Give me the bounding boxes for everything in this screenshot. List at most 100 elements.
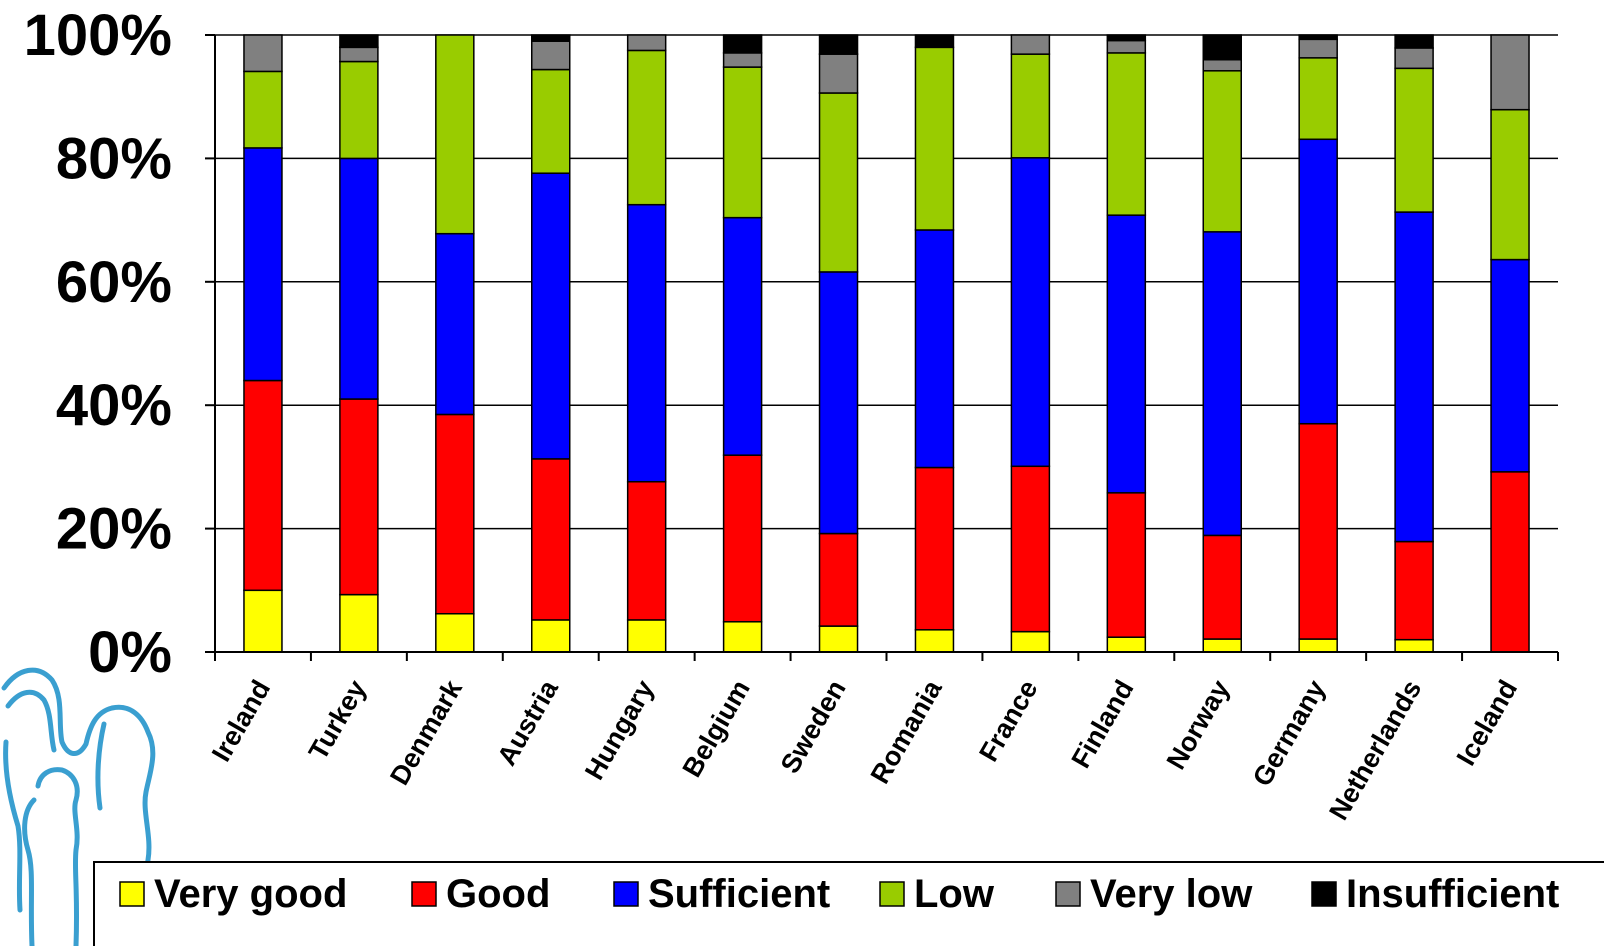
x-tick-label: Austria — [491, 674, 564, 770]
bar-segment — [1394, 540, 1434, 641]
bar-segment — [818, 271, 859, 535]
bar-segment — [1298, 638, 1338, 653]
bar-segment — [914, 629, 955, 653]
bar-segment — [1106, 34, 1147, 42]
bar-segment — [1490, 258, 1530, 473]
y-tick-label: 20% — [56, 497, 172, 562]
bar-segment — [1490, 471, 1530, 653]
bar-segment — [626, 619, 667, 653]
legend-swatch — [613, 881, 639, 907]
bar-segment — [1394, 34, 1434, 49]
legend-label: Good — [446, 872, 550, 916]
bar-segment — [1394, 47, 1434, 70]
x-tick-label: Belgium — [677, 675, 756, 782]
x-tick-label: Netherlands — [1323, 675, 1427, 825]
legend-label: Low — [914, 872, 995, 916]
bar-segment — [1298, 34, 1338, 41]
x-tick-label: Ireland — [206, 675, 276, 767]
legend-swatch — [119, 881, 145, 907]
bar-segment — [914, 34, 955, 49]
bar-segment — [243, 147, 283, 382]
bar-segment — [1106, 39, 1147, 54]
legend-box — [93, 861, 1604, 946]
legend-label: Insufficient — [1346, 872, 1559, 916]
bar-segment — [243, 34, 283, 73]
bar-segment — [531, 68, 571, 174]
bar-segment — [1202, 231, 1242, 537]
bar-segment — [818, 34, 859, 55]
axes — [205, 34, 1559, 661]
bar-segment — [1010, 465, 1051, 633]
y-tick-label: 40% — [56, 373, 172, 438]
bar-segment — [722, 34, 763, 54]
y-tick-label: 60% — [56, 250, 172, 315]
bar-segment — [531, 34, 571, 42]
bar-segment — [339, 593, 379, 653]
bar-segment — [339, 398, 379, 596]
bar-segment — [1298, 38, 1338, 59]
bar-segment — [722, 52, 763, 68]
bar-segment — [818, 53, 859, 94]
bar-segment — [722, 621, 763, 653]
bar-segment — [626, 49, 667, 206]
y-tick-label: 0% — [88, 620, 172, 685]
bar-segment — [818, 532, 859, 627]
bar-segment — [531, 619, 571, 653]
bar-segment — [626, 480, 667, 621]
bar-segment — [435, 612, 475, 653]
x-tick-label: Sweden — [775, 675, 852, 778]
bar-segment — [1202, 58, 1242, 72]
bar-segment — [435, 232, 475, 416]
legend-label: Very good — [154, 872, 347, 916]
bar-segment — [243, 589, 283, 653]
legend-label: Very low — [1090, 872, 1253, 916]
gridlines — [215, 34, 1558, 530]
bar-segment — [1490, 34, 1530, 111]
x-tick-label: Finland — [1066, 675, 1140, 773]
bar-segment — [722, 66, 763, 219]
x-tick-label: Germany — [1247, 675, 1332, 791]
x-tick-label: Hungary — [579, 675, 660, 785]
bar-segment — [1202, 34, 1242, 61]
bar-segment — [1202, 638, 1242, 653]
x-tick-label: Norway — [1161, 675, 1236, 774]
bar-segment — [626, 203, 667, 483]
y-tick-label: 100% — [24, 3, 172, 68]
bar-segment — [1010, 34, 1051, 55]
bar-segment — [626, 34, 667, 52]
bar-segment — [1106, 492, 1147, 638]
bar-segment — [818, 625, 859, 653]
bar-segment — [1106, 636, 1147, 653]
legend-swatch — [411, 881, 437, 907]
bar-segment — [1106, 52, 1147, 216]
bar-segment — [339, 34, 379, 49]
bar-segment — [722, 216, 763, 456]
bar-segment — [818, 92, 859, 273]
x-tick-label: Iceland — [1451, 675, 1524, 771]
bar-segment — [1298, 138, 1338, 425]
bar-segment — [1298, 57, 1338, 141]
legend: Very good Good Sufficient Low Very low Insuff… — [93, 861, 1604, 946]
legend-label: Sufficient — [648, 872, 830, 916]
legend-swatch — [1311, 881, 1337, 907]
bar-segment — [435, 413, 475, 615]
bar-segment — [1106, 214, 1147, 494]
x-tick-labels: Ireland Turkey Denmark Austria Hungary Belgiu… — [206, 674, 1523, 825]
bar-segment — [243, 379, 283, 592]
bar-segment — [531, 40, 571, 71]
bar-segment — [1010, 630, 1051, 653]
bar-segment — [914, 229, 955, 469]
legend-swatch — [1055, 881, 1081, 907]
bar-segment — [1202, 534, 1242, 640]
bar-segment — [1010, 157, 1051, 468]
bar-segment — [1394, 211, 1434, 543]
bar-segment — [435, 34, 475, 235]
bar-segment — [914, 46, 955, 231]
x-tick-label: Turkey — [303, 675, 372, 765]
logo — [1, 667, 156, 946]
x-tick-label: Romania — [865, 674, 948, 789]
y-tick-labels: 0% 20% 40% 60% 80% 100% — [24, 3, 172, 685]
x-tick-label: France — [973, 675, 1043, 767]
bar-segment — [243, 70, 283, 149]
